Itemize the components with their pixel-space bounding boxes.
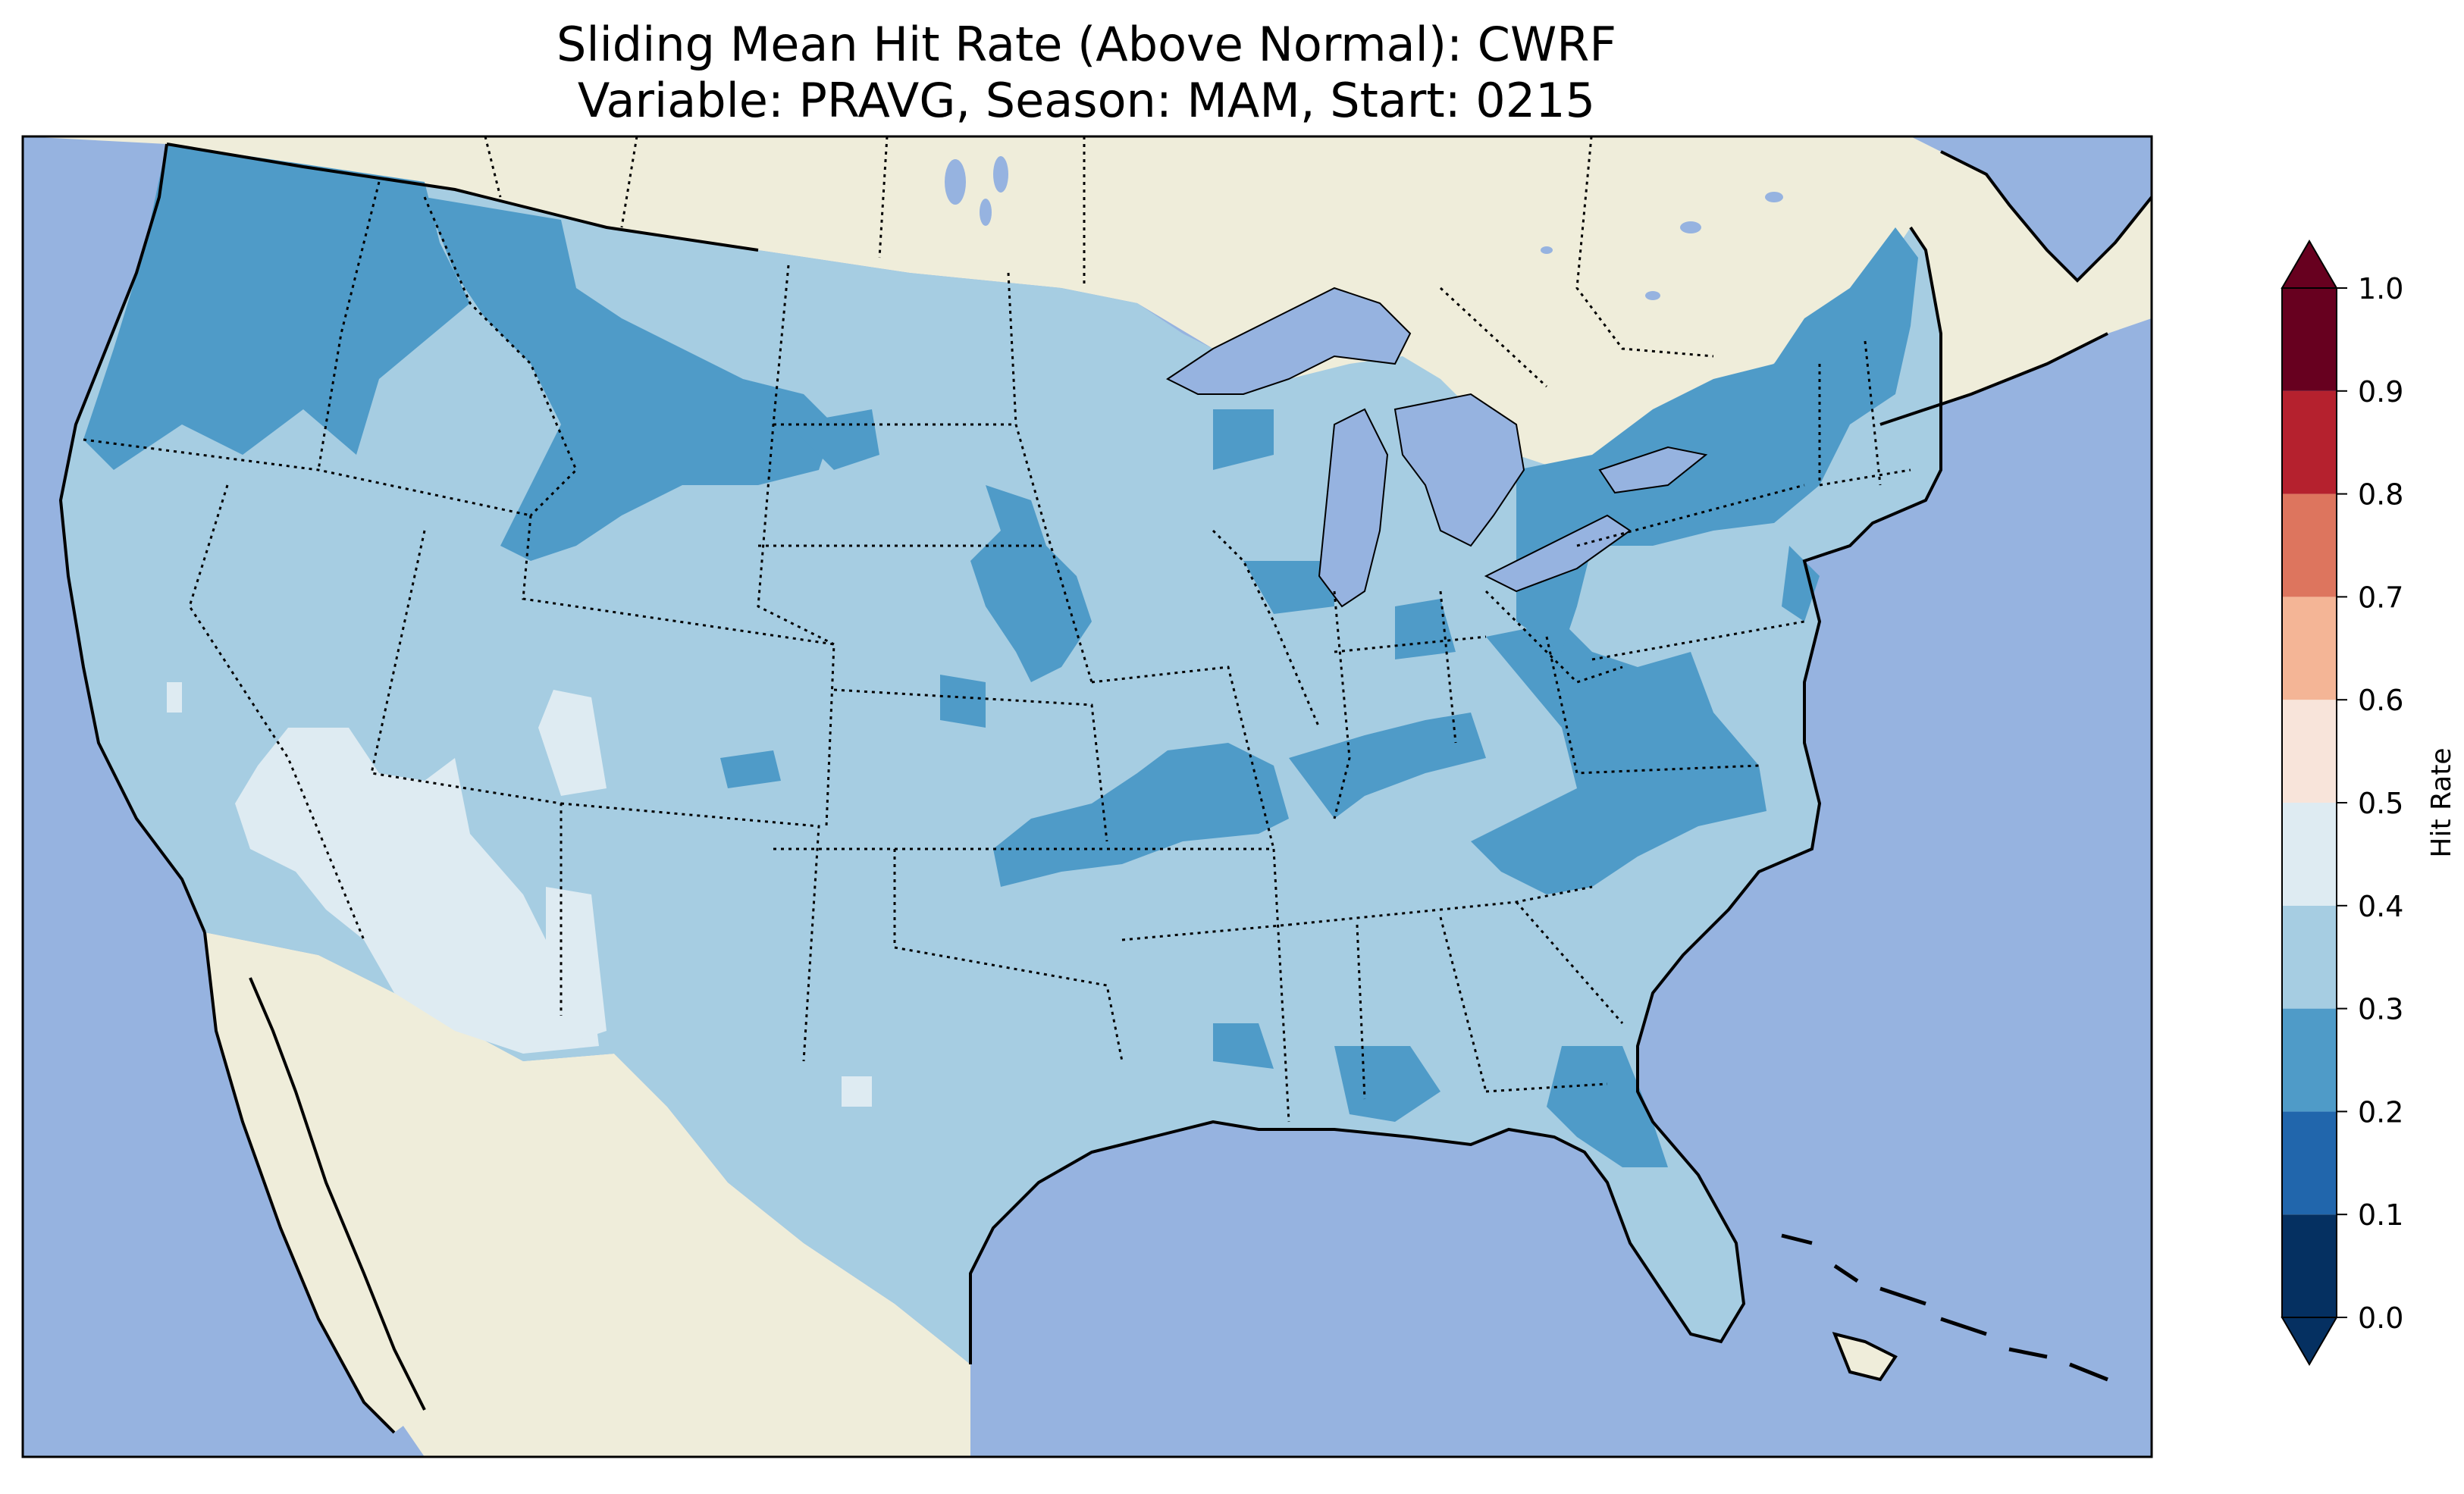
colorbar-tick-label: 0.6 [2358, 684, 2403, 717]
colorbar-tick-label: 0.4 [2358, 890, 2403, 923]
colorbar-bin [2282, 700, 2337, 803]
colorbar-label: Hit Rate [2426, 747, 2457, 857]
cuba-island [1832, 1332, 1898, 1382]
title-line-2: Variable: PRAVG, Season: MAM, Start: 021… [577, 73, 1596, 128]
colorbar-bin [2282, 1008, 2337, 1112]
colorbar-tick-label: 0.9 [2358, 375, 2403, 409]
lake-superior [1166, 287, 1412, 395]
colorbar-tick-label: 0.5 [2358, 787, 2403, 820]
hit-rate-0.4-0.5-regions [167, 682, 872, 1107]
colorbar-bin [2282, 390, 2337, 494]
colorbar-tick-label: 0.8 [2358, 478, 2403, 512]
hit-rate-0.2-0.3-regions [83, 144, 1918, 1167]
colorbar-extend-max [2281, 240, 2338, 289]
colorbar-bin [2282, 803, 2337, 906]
mexico-land [205, 932, 970, 1457]
lake-michigan [1318, 408, 1389, 608]
colorbar-bin [2282, 597, 2337, 700]
colorbar-tick-label: 0.2 [2358, 1095, 2403, 1129]
title-line-1: Sliding Mean Hit Rate (Above Normal): CW… [556, 17, 1616, 72]
lake-huron [1393, 393, 1525, 547]
colorbar: 0.0 0.1 0.2 0.3 0.4 0.5 0.6 0.7 0.8 0.9 1.0 Hit Rat… [2281, 240, 2457, 1366]
colorbar-tick-label: 0.1 [2358, 1198, 2403, 1232]
map-border [21, 135, 2153, 1458]
lake-ontario [1598, 446, 1708, 494]
coastlines [58, 143, 2152, 1434]
map-panel [23, 136, 2152, 1457]
bahamas-islands [1781, 1233, 2108, 1382]
colorbar-bin [2282, 288, 2337, 391]
colorbar-tick-label: 1.0 [2358, 272, 2403, 305]
colorbar-bin [2282, 1111, 2337, 1215]
great-lakes [1166, 287, 1708, 608]
figure-title: Sliding Mean Hit Rate (Above Normal): CW… [21, 17, 2152, 129]
colorbar-bin [2282, 493, 2337, 597]
canadian-lakes [945, 156, 1783, 300]
colorbar-extend-min [2281, 1317, 2338, 1366]
colorbar-tick-label: 0.7 [2358, 581, 2403, 614]
state-borders [83, 136, 1911, 1123]
colorbar-tick-label: 0.3 [2358, 993, 2403, 1026]
colorbar-bin [2282, 1214, 2337, 1317]
colorbar-tick-label: 0.0 [2358, 1301, 2403, 1335]
colorbar-bin [2282, 905, 2337, 1009]
baja-peninsula [205, 932, 425, 1433]
